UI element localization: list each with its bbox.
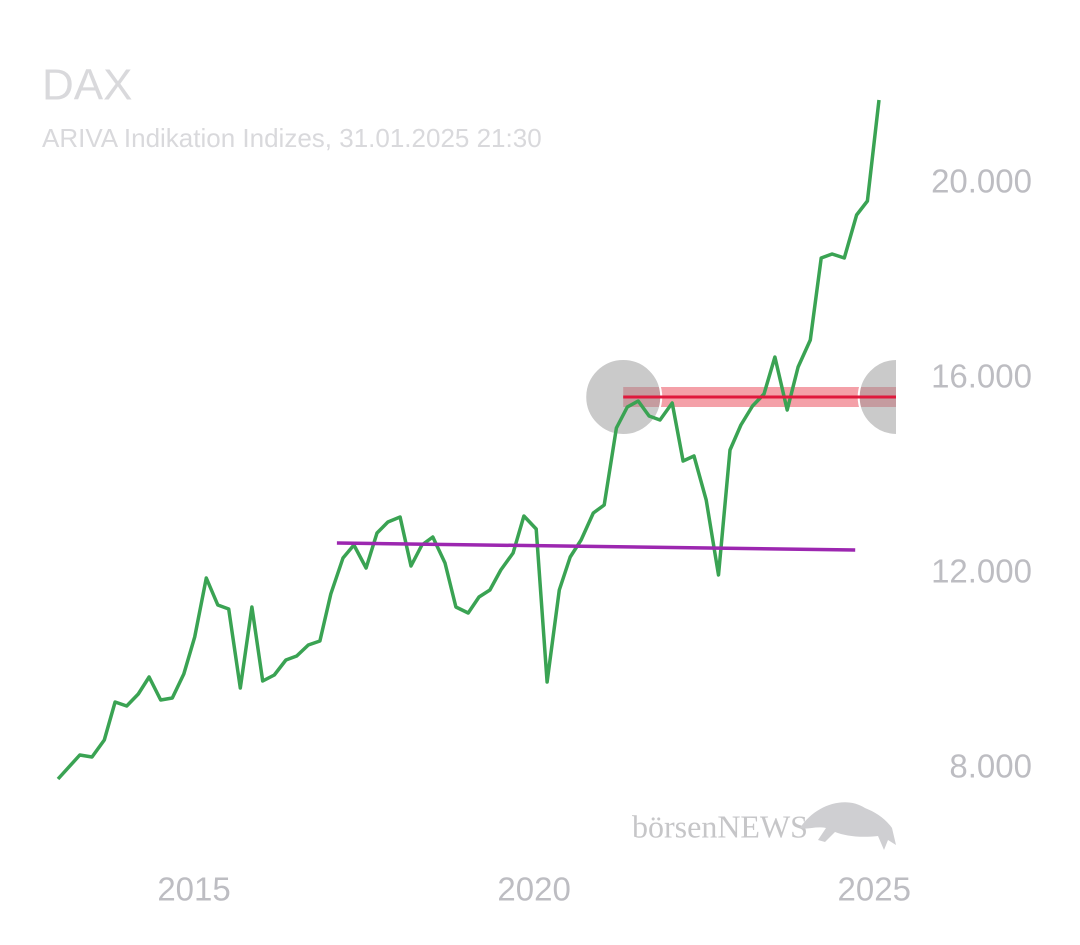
trend-line: [336, 541, 856, 552]
chart-subtitle: ARIVA Indikation Indizes, 31.01.2025 21:…: [42, 123, 542, 153]
watermark-bull: [800, 802, 896, 850]
y-tick-label: 20.000: [931, 163, 1032, 200]
y-tick-label: 16.000: [931, 358, 1032, 395]
watermark: börsenNEWS: [632, 802, 896, 850]
price-line: [56, 99, 881, 781]
chart-title: DAX: [42, 61, 132, 110]
y-tick-label: 8.000: [949, 748, 1032, 785]
x-tick-label: 2020: [497, 871, 570, 908]
y-tick-label: 12.000: [931, 553, 1032, 590]
x-tick-label: 2015: [157, 871, 230, 908]
x-tick-label: 2025: [838, 871, 911, 908]
watermark-text: börsenNEWS: [632, 808, 808, 844]
